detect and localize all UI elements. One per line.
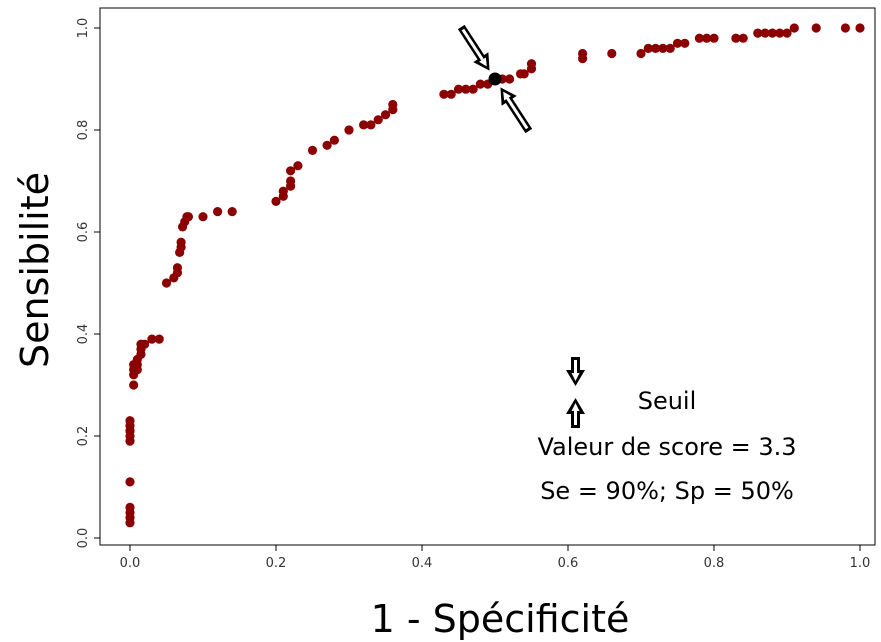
x-tick-label: 0.4	[412, 556, 433, 571]
data-point	[775, 28, 785, 38]
data-point	[855, 23, 865, 33]
data-point	[125, 502, 135, 512]
x-tick-label: 0.6	[558, 556, 579, 571]
data-point	[651, 43, 661, 54]
data-point	[176, 237, 186, 247]
data-point	[519, 69, 529, 79]
annotation-threshold: Seuil	[638, 387, 697, 415]
data-point	[172, 263, 183, 273]
data-point	[475, 79, 485, 89]
annotation-se-sp: Se = 90%; Sp = 50%	[540, 477, 794, 505]
data-point	[453, 84, 464, 94]
data-point	[286, 166, 296, 176]
data-point	[380, 110, 391, 120]
x-tick-label: 0.0	[120, 556, 141, 571]
data-point	[271, 196, 281, 206]
legend-arrow-up-icon	[566, 398, 585, 428]
data-point	[286, 176, 296, 186]
y-tick-label: 0.8	[76, 120, 91, 141]
data-point	[526, 59, 537, 69]
y-axis-label: Sensibilité	[13, 172, 57, 368]
data-point	[694, 33, 705, 43]
data-point	[129, 380, 139, 390]
highlight-point	[488, 72, 502, 86]
data-point	[658, 43, 668, 54]
data-point	[461, 84, 471, 94]
data-series	[125, 23, 865, 528]
x-tick-label: 1.0	[850, 556, 871, 571]
x-tick-label: 0.8	[704, 556, 725, 571]
data-point	[227, 207, 237, 217]
plot-area	[99, 7, 876, 546]
data-point	[840, 23, 851, 33]
data-point	[636, 48, 646, 59]
x-axis: 0.0 0.2 0.4 0.6 0.8 1.0	[120, 545, 871, 571]
x-axis-label: 1 - Spécificité	[371, 597, 630, 641]
y-tick-label: 0.4	[76, 324, 91, 345]
data-point	[125, 416, 135, 426]
data-point	[213, 207, 223, 217]
y-tick-label: 1.0	[76, 18, 91, 39]
data-point	[359, 120, 369, 130]
data-point	[366, 120, 376, 130]
annotation-score: Valeur de score = 3.3	[537, 433, 796, 461]
data-point	[738, 33, 748, 43]
data-point	[643, 43, 653, 54]
data-point	[439, 89, 449, 99]
data-point	[125, 477, 135, 487]
data-point	[198, 212, 208, 222]
data-point	[767, 28, 778, 38]
data-point	[731, 33, 741, 43]
highlight-group	[457, 24, 533, 134]
data-point	[665, 43, 675, 54]
data-point	[446, 89, 456, 99]
data-point	[322, 140, 332, 150]
data-point	[344, 125, 354, 135]
data-point	[307, 145, 318, 155]
data-point	[811, 23, 821, 33]
y-tick-label: 0.0	[76, 528, 91, 549]
highlight-arrow-bottom-icon	[500, 87, 533, 134]
data-point	[161, 278, 172, 288]
y-tick-label: 0.6	[76, 222, 91, 243]
data-point	[607, 48, 617, 59]
data-point	[578, 48, 588, 59]
legend-arrow-down-icon	[566, 357, 585, 386]
data-point	[147, 334, 157, 344]
data-point	[760, 28, 770, 38]
y-tick-label: 0.2	[76, 426, 91, 447]
data-point	[183, 212, 193, 222]
x-tick-label: 0.2	[266, 556, 287, 571]
highlight-arrow-top-icon	[457, 24, 490, 71]
data-point	[154, 334, 164, 344]
data-point	[753, 28, 763, 38]
data-point	[388, 99, 398, 110]
data-point	[789, 23, 799, 33]
data-point	[293, 161, 303, 171]
data-point	[468, 84, 478, 94]
data-point	[709, 33, 719, 43]
data-point	[782, 28, 792, 38]
plot-frame	[99, 7, 876, 546]
data-point	[505, 74, 515, 84]
data-point	[672, 38, 683, 48]
data-point	[373, 115, 383, 125]
data-point	[680, 38, 690, 48]
data-point	[329, 135, 339, 145]
data-point	[140, 339, 150, 349]
data-point	[702, 33, 712, 43]
data-point	[278, 186, 288, 196]
y-axis: 0.0 0.2 0.4 0.6 0.8 1.0	[76, 18, 100, 549]
